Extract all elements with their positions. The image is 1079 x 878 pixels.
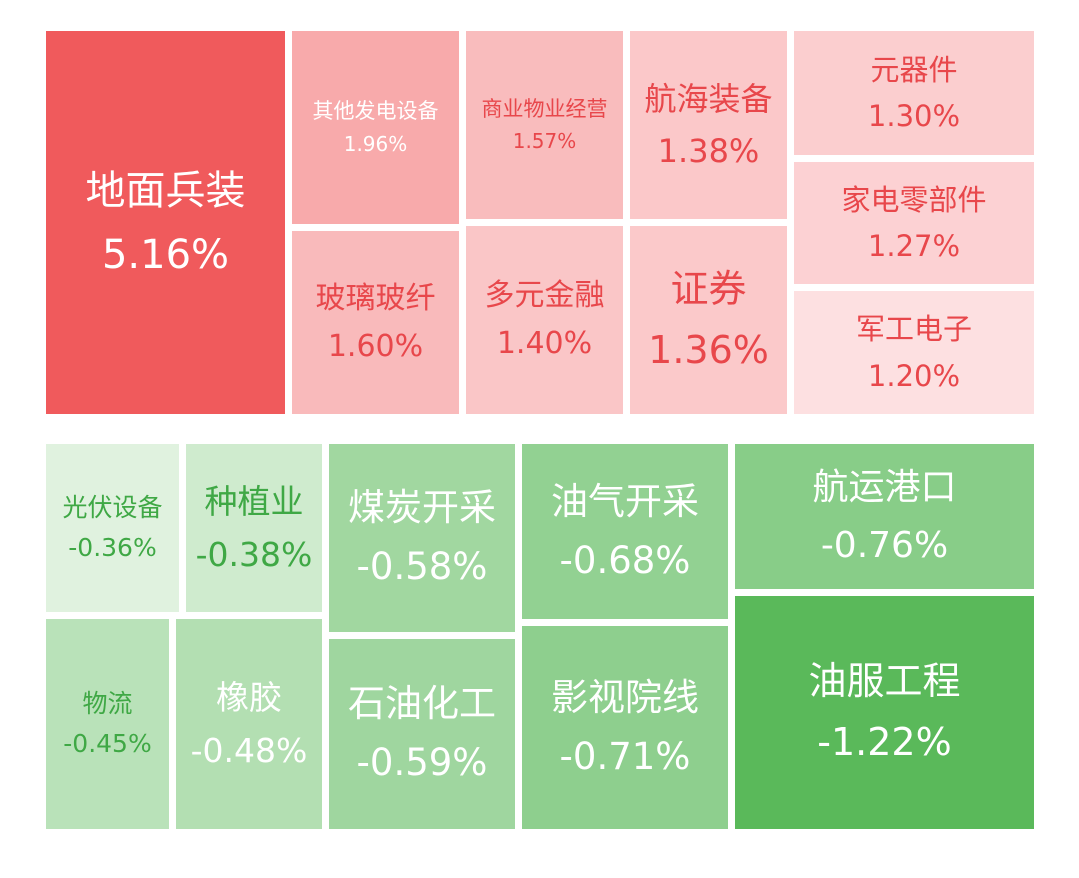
- tile-label: 证券: [670, 266, 747, 311]
- treemap-tile: 玻璃玻纤 1.60%: [292, 231, 459, 414]
- tile-value: -0.59%: [356, 741, 488, 785]
- tile-label: 航运港口: [812, 467, 957, 509]
- tile-label: 物流: [82, 689, 133, 719]
- tile-value: -0.45%: [63, 729, 152, 759]
- tile-value: -0.48%: [190, 730, 308, 770]
- treemap-tile: 商业物业经营 1.57%: [466, 31, 623, 219]
- treemap-tile: 航运港口 -0.76%: [735, 444, 1034, 589]
- treemap-tile: 地面兵装 5.16%: [46, 31, 285, 414]
- tile-value: 1.40%: [496, 326, 593, 362]
- treemap-tile: 橡胶 -0.48%: [176, 619, 322, 829]
- tile-value: 1.36%: [648, 327, 769, 372]
- tile-label: 油气开采: [551, 479, 699, 523]
- tile-value: -0.71%: [559, 734, 691, 778]
- treemap-tile: 家电零部件 1.27%: [794, 162, 1034, 284]
- tile-value: 1.57%: [512, 129, 577, 154]
- tile-value: -0.38%: [195, 534, 313, 574]
- tile-value: -0.68%: [559, 538, 691, 582]
- tile-value: 5.16%: [101, 231, 230, 278]
- tile-value: -0.76%: [820, 524, 949, 566]
- treemap-tile: 航海装备 1.38%: [630, 31, 787, 219]
- treemap-tile: 元器件 1.30%: [794, 31, 1034, 155]
- tile-value: 1.60%: [327, 328, 424, 364]
- tile-label: 石油化工: [348, 682, 496, 726]
- tile-value: -0.36%: [68, 533, 157, 563]
- tile-label: 油服工程: [808, 659, 961, 704]
- tile-value: -0.58%: [356, 545, 488, 589]
- tile-label: 橡胶: [216, 677, 282, 717]
- treemap-tile: 物流 -0.45%: [46, 619, 169, 829]
- tile-label: 玻璃玻纤: [315, 280, 436, 316]
- tile-value: 1.38%: [657, 131, 760, 170]
- treemap-tile: 光伏设备 -0.36%: [46, 444, 179, 612]
- treemap-tile: 其他发电设备 1.96%: [292, 31, 459, 224]
- tile-label: 军工电子: [855, 312, 972, 347]
- tile-label: 家电零部件: [841, 182, 987, 217]
- treemap-tile: 军工电子 1.20%: [794, 291, 1034, 414]
- treemap-tile: 种植业 -0.38%: [186, 444, 322, 612]
- tile-label: 商业物业经营: [481, 96, 608, 121]
- treemap-tile: 油服工程 -1.22%: [735, 596, 1034, 829]
- tile-label: 影视院线: [551, 675, 699, 719]
- treemap-tile: 证券 1.36%: [630, 226, 787, 414]
- tile-label: 种植业: [204, 481, 304, 521]
- tile-value: -1.22%: [817, 720, 952, 765]
- tile-label: 光伏设备: [62, 493, 163, 523]
- tile-label: 煤炭开采: [348, 486, 496, 530]
- tile-value: 1.30%: [867, 99, 961, 134]
- tile-label: 地面兵装: [85, 167, 246, 214]
- treemap-tile: 煤炭开采 -0.58%: [329, 444, 515, 632]
- tile-label: 元器件: [870, 52, 958, 87]
- tile-value: 1.27%: [867, 229, 961, 264]
- treemap-tile: 影视院线 -0.71%: [522, 626, 728, 829]
- treemap-tile: 多元金融 1.40%: [466, 226, 623, 414]
- tile-label: 其他发电设备: [312, 99, 439, 124]
- tile-value: 1.20%: [867, 358, 961, 393]
- tile-label: 航海装备: [644, 80, 773, 119]
- tile-value: 1.96%: [343, 131, 408, 156]
- tile-label: 多元金融: [484, 278, 605, 314]
- treemap-tile: 油气开采 -0.68%: [522, 444, 728, 619]
- treemap-tile: 石油化工 -0.59%: [329, 639, 515, 829]
